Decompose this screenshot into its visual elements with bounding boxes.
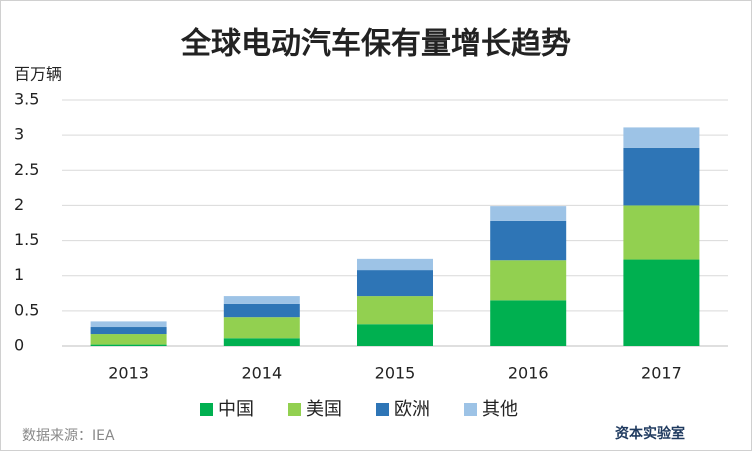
bar-segment [357,258,433,271]
y-tick-label: 0.5 [14,300,39,319]
y-tick-label: 1 [14,265,24,284]
bar-segment [223,303,300,318]
legend-swatch [376,403,389,416]
bar-segment [490,206,567,221]
y-tick-label: 1.5 [14,230,39,249]
x-tick-label: 2014 [241,364,282,383]
bar-segment [623,205,700,260]
legend-label: 中国 [218,399,254,420]
bar-segment [623,259,700,346]
legend-label: 欧洲 [394,399,430,420]
y-tick-label: 3.5 [14,90,39,109]
bar-segment [90,334,167,345]
legend-swatch [464,403,477,416]
x-tick-label: 2013 [108,364,149,383]
bar-segment [623,147,700,206]
bar-segment [357,324,433,346]
bar-segment [490,260,567,301]
bar-segment [357,270,433,297]
y-tick-label: 3 [14,125,24,144]
source-note: 数据来源：IEA [22,428,115,444]
bar-segment [490,300,567,346]
bar-segment [223,338,300,346]
y-tick-label: 2 [14,195,24,214]
bar-segment [223,296,300,304]
y-axis-label: 百万辆 [14,65,62,84]
bar-segment [90,344,167,346]
logo: 资本实验室 [615,425,685,442]
y-tick-label: 0 [14,336,24,355]
chart-title: 全球电动汽车保有量增长趋势 [180,27,571,62]
legend-label: 美国 [306,399,342,420]
legend-swatch [288,403,301,416]
legend-label: 其他 [482,399,518,420]
bar-segment [357,296,433,325]
bar-segment [490,220,567,261]
x-tick-label: 2015 [375,364,416,383]
bar-segment [90,327,167,335]
x-tick-label: 2016 [508,364,549,383]
y-tick-label: 2.5 [14,160,39,179]
bar-segment [623,127,700,148]
legend-swatch [200,403,213,416]
bar-segment [223,317,300,339]
x-tick-label: 2017 [641,364,682,383]
bar-segment [90,321,167,328]
